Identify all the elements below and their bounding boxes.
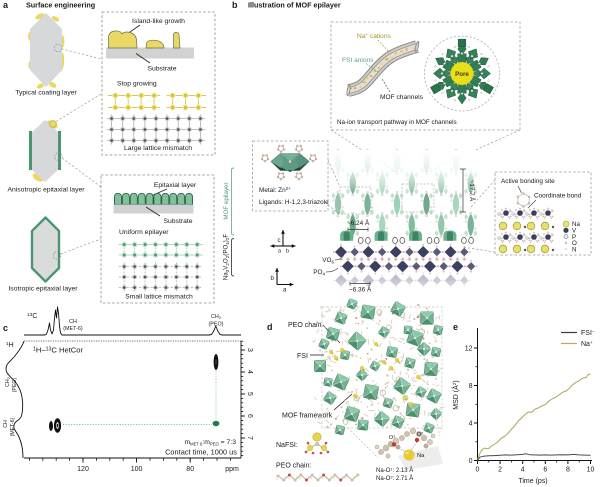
svg-text:b: b (271, 276, 275, 282)
svg-text:6: 6 (246, 414, 253, 418)
svg-text:7: 7 (246, 436, 253, 440)
svg-text:Substrate: Substrate (163, 218, 192, 225)
svg-text:MSD (Å2): MSD (Å2) (451, 380, 460, 410)
svg-text:~17.7 Å: ~17.7 Å (468, 180, 475, 202)
svg-text:FSI anions: FSI anions (342, 57, 374, 64)
svg-text:(MET-6): (MET-6) (63, 326, 83, 332)
svg-text:Contact time, 1000 us: Contact time, 1000 us (165, 448, 237, 457)
svg-text:NaFSI:: NaFSI: (276, 442, 298, 449)
svg-text:a: a (283, 288, 287, 294)
svg-text:VO6: VO6 (322, 257, 334, 265)
svg-text:1H: 1H (6, 341, 14, 349)
svg-text:Large lattice mismatch: Large lattice mismatch (124, 145, 192, 152)
svg-text:c: c (278, 238, 281, 244)
svg-text:Illustration of MOF epilayer: Illustration of MOF epilayer (248, 1, 341, 10)
svg-text:MOF epilayer: MOF epilayer (223, 182, 230, 219)
svg-text:FSI: FSI (297, 353, 308, 360)
svg-text:Stop growing: Stop growing (117, 81, 157, 88)
svg-text:3: 3 (246, 348, 253, 352)
svg-text:Surface engineering: Surface engineering (26, 1, 95, 10)
svg-text:Na3V2O2(PO4)2F: Na3V2O2(PO4)2F (223, 234, 231, 281)
svg-text:PEO chain:: PEO chain: (276, 463, 311, 470)
svg-text:Island-like growth: Island-like growth (132, 18, 185, 25)
svg-text:2: 2 (498, 467, 502, 474)
svg-text:12: 12 (465, 346, 473, 353)
svg-text:Ligands: H-1,2,3-triazole: Ligands: H-1,2,3-triazole (259, 199, 329, 206)
svg-text:PO4: PO4 (313, 269, 325, 277)
svg-text:Na: Na (572, 221, 580, 228)
svg-text:d: d (267, 322, 273, 332)
svg-text:4: 4 (469, 421, 473, 428)
svg-text:Active bonding site: Active bonding site (501, 178, 555, 185)
svg-text:O2: O2 (417, 430, 424, 438)
svg-text:(PEO): (PEO) (209, 322, 224, 328)
svg-text:b: b (232, 0, 238, 10)
svg-text:Small lattice mismatch: Small lattice mismatch (125, 294, 193, 301)
svg-text:8: 8 (469, 383, 473, 390)
svg-text:6: 6 (543, 467, 547, 474)
svg-text:~6.36 Å: ~6.36 Å (349, 285, 372, 294)
svg-text:8: 8 (566, 467, 570, 474)
svg-text:Na+ cations: Na+ cations (357, 32, 392, 40)
svg-text:Metal: Zn2+: Metal: Zn2+ (259, 186, 291, 194)
svg-text:MOF channels: MOF channels (380, 94, 424, 101)
svg-text:CH2: CH2 (5, 376, 11, 387)
svg-text:c: c (3, 323, 8, 333)
svg-text:4: 4 (521, 467, 525, 474)
svg-text:Na+: Na+ (581, 340, 593, 348)
svg-text:(MET-6): (MET-6) (10, 417, 16, 436)
svg-text:CH: CH (69, 319, 77, 325)
svg-text:80: 80 (186, 466, 194, 473)
svg-text:N: N (572, 246, 576, 253)
svg-text:MOF framework: MOF framework (282, 413, 333, 420)
svg-text:CH: CH (3, 420, 9, 428)
svg-text:Na-ion transport pathway in MO: Na-ion transport pathway in MOF channels (337, 119, 457, 126)
svg-text:Uniform epilayer: Uniform epilayer (119, 229, 169, 236)
svg-text:V: V (572, 228, 577, 235)
svg-text:Isotropic epitaxial layer: Isotropic epitaxial layer (8, 286, 78, 293)
svg-text:a: a (3, 0, 9, 10)
svg-text:Pore: Pore (455, 71, 469, 78)
svg-text:a: a (278, 249, 282, 255)
svg-text:e: e (453, 322, 458, 332)
svg-text:FSI−: FSI− (581, 329, 595, 337)
svg-text:~6.24 Å: ~6.24 Å (347, 218, 370, 227)
svg-text:Time (ps): Time (ps) (518, 478, 547, 485)
svg-text:Epitaxial layer: Epitaxial layer (154, 182, 197, 189)
svg-text:O: O (572, 240, 577, 247)
svg-text:4: 4 (246, 370, 253, 374)
svg-text:(PEO): (PEO) (12, 378, 18, 393)
svg-text:100: 100 (131, 466, 143, 473)
svg-text:O1: O1 (389, 433, 396, 441)
svg-text:ppm: ppm (225, 466, 239, 473)
svg-text:mMET 6:mPEO = 7:3: mMET 6:mPEO = 7:3 (184, 439, 236, 446)
svg-text:5: 5 (246, 392, 253, 396)
svg-text:0: 0 (469, 458, 473, 465)
svg-text:Na-O2: 2.71 Å: Na-O2: 2.71 Å (376, 474, 413, 482)
svg-text:Coordinate bond: Coordinate bond (534, 193, 582, 200)
svg-text:CH2: CH2 (211, 314, 222, 320)
svg-text:0: 0 (476, 467, 480, 474)
svg-text:Typical coating layer: Typical coating layer (15, 90, 77, 97)
svg-text:PEO chain: PEO chain (288, 322, 322, 329)
svg-text:b: b (286, 249, 289, 255)
svg-text:Substrate: Substrate (147, 66, 176, 73)
svg-text:1H–13C HetCor: 1H–13C HetCor (33, 346, 84, 355)
svg-text:10: 10 (587, 467, 595, 474)
svg-text:Na: Na (417, 453, 425, 459)
svg-text:P: P (572, 234, 576, 241)
svg-text:Anisotropic epitaxial layer: Anisotropic epitaxial layer (7, 187, 85, 194)
svg-text:120: 120 (77, 466, 89, 473)
svg-text:13C: 13C (27, 312, 37, 320)
svg-text:Na-O1: 2.13 Å: Na-O1: 2.13 Å (376, 466, 413, 474)
